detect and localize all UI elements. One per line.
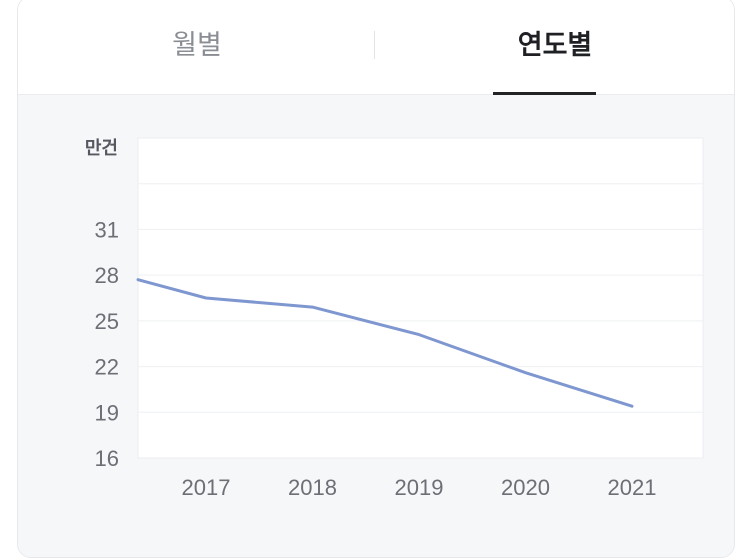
y-tick-label: 19 (95, 400, 119, 425)
x-tick-label: 2018 (288, 475, 337, 500)
y-tick-label: 16 (95, 446, 119, 471)
y-tick-label: 31 (95, 217, 119, 242)
y-tick-label: 28 (95, 263, 119, 288)
plot-area: 만건 16 19 22 25 28 31 2017 2018 2019 2020 2021 (18, 95, 734, 557)
chart-card: 월별 연도별 만건 16 19 22 25 28 31 2017 2018 2019 2020 2… (17, 0, 735, 558)
y-axis-unit: 만건 (85, 138, 118, 159)
x-tick-label: 2017 (182, 475, 231, 500)
series-line (136, 278, 634, 408)
series-lines (136, 278, 634, 408)
x-tick-label: 2020 (501, 475, 550, 500)
y-tick-labels: 16 19 22 25 28 31 (95, 217, 119, 471)
x-tick-label: 2019 (395, 475, 444, 500)
gridlines (138, 183, 703, 413)
x-tick-labels: 2017 2018 2019 2020 2021 (182, 475, 657, 500)
x-tick-label: 2021 (608, 475, 657, 500)
active-tab-indicator (493, 92, 596, 95)
line-chart: 만건 16 19 22 25 28 31 2017 2018 2019 2020 2021 (85, 137, 704, 500)
period-tabs: 월별 연도별 (18, 1, 734, 95)
tab-yearly-label: 연도별 (517, 30, 593, 61)
tab-monthly-label: 월별 (172, 30, 222, 61)
tab-monthly[interactable]: 월별 (18, 1, 376, 94)
plot-background (137, 137, 704, 459)
tab-divider (374, 31, 375, 59)
tab-yearly[interactable]: 연도별 (376, 1, 734, 94)
y-tick-label: 25 (95, 309, 119, 334)
y-tick-label: 22 (95, 355, 119, 380)
